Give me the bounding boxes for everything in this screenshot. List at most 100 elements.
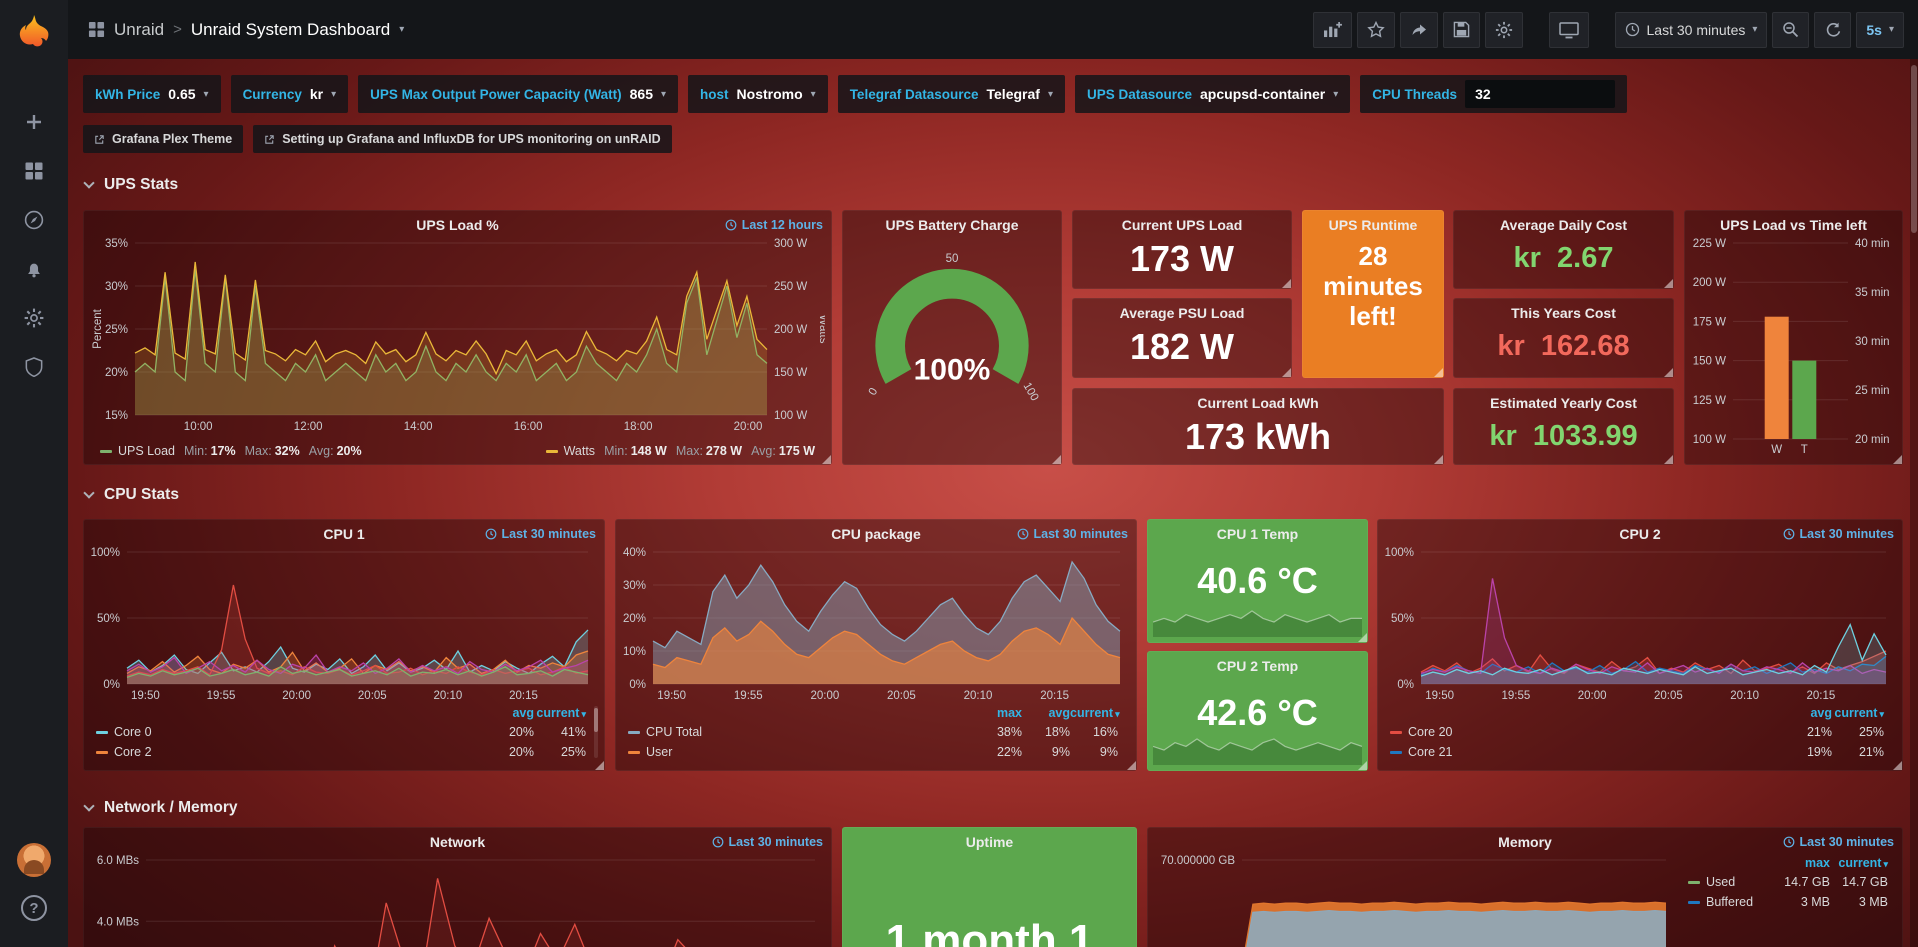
dashboard-grid-icon[interactable] <box>88 21 105 38</box>
help-menu[interactable]: ? <box>21 895 47 921</box>
panel-resize-handle[interactable] <box>1358 633 1367 642</box>
variable-kwh-price[interactable]: kWh Price 0.65 ▾ <box>83 75 221 113</box>
legend-sort-max[interactable]: max <box>996 706 1022 720</box>
section-ups-stats[interactable]: UPS Stats <box>83 173 178 197</box>
panel-resize-handle[interactable] <box>1358 761 1367 770</box>
panel-resize-handle[interactable] <box>1052 455 1061 464</box>
panel-title[interactable]: Current Load kWh <box>1197 395 1319 411</box>
svg-text:300 W: 300 W <box>774 238 807 250</box>
dashboard-settings-button[interactable] <box>1484 11 1523 48</box>
legend-sort-max[interactable]: max <box>1804 856 1830 870</box>
admin-menu[interactable] <box>22 356 46 378</box>
time-range-picker[interactable]: Last 30 minutes ▾ <box>1614 11 1768 48</box>
panel-title[interactable]: UPS Load % <box>416 217 499 233</box>
tv-mode-button[interactable] <box>1548 11 1589 48</box>
panel-title[interactable]: Estimated Yearly Cost <box>1490 395 1637 411</box>
variable-currency[interactable]: Currency kr ▾ <box>230 75 349 113</box>
scrollbar-thumb[interactable] <box>1911 65 1917 233</box>
legend-row[interactable]: CPU Total 38% 18% 16% <box>628 722 1118 742</box>
zoom-out-button[interactable] <box>1772 11 1810 48</box>
panel-title[interactable]: UPS Battery Charge <box>885 217 1019 233</box>
panel-resize-handle[interactable] <box>1893 761 1902 770</box>
grafana-logo[interactable] <box>15 11 53 49</box>
create-menu[interactable] <box>22 111 46 133</box>
legend-row[interactable]: User 22% 9% 9% <box>628 742 1118 762</box>
share-button[interactable] <box>1399 11 1438 48</box>
panel-title[interactable]: CPU 1 Temp <box>1216 526 1299 542</box>
panel-title[interactable]: CPU package <box>831 526 921 542</box>
legend-row[interactable]: Core 21 19% 21% <box>1390 742 1884 762</box>
dashboard-link[interactable]: Setting up Grafana and InfluxDB for UPS … <box>253 125 672 153</box>
legend-sort-avg[interactable]: avg <box>1048 706 1070 720</box>
panel-time-range[interactable]: Last 30 minutes <box>1017 527 1128 541</box>
panel-time-range[interactable]: Last 30 minutes <box>1783 835 1894 849</box>
refresh-interval-select[interactable]: 5s ▾ <box>1856 11 1904 48</box>
panel-resize-handle[interactable] <box>1434 455 1443 464</box>
variable-input[interactable]: 32 <box>1465 80 1616 108</box>
dashboard-link[interactable]: Grafana Plex Theme <box>83 125 244 153</box>
legend-row[interactable]: Core 20 21% 25% <box>1390 722 1884 742</box>
panel-time-range[interactable]: Last 30 minutes <box>1783 527 1894 541</box>
legend-sort-current[interactable]: current ▾ <box>1838 856 1888 870</box>
panel-resize-handle[interactable] <box>1893 455 1902 464</box>
variable-host[interactable]: host Nostromo ▾ <box>688 75 828 113</box>
legend-sort-current[interactable]: current ▾ <box>536 706 586 720</box>
add-panel-button[interactable] <box>1312 11 1352 48</box>
panel-title[interactable]: Current UPS Load <box>1121 217 1243 233</box>
panel-title[interactable]: Uptime <box>965 834 1014 850</box>
panel-title[interactable]: This Years Cost <box>1511 305 1616 321</box>
panel-resize-handle[interactable] <box>1664 279 1673 288</box>
legend-sort-current[interactable]: current ▾ <box>1834 706 1884 720</box>
legend-row[interactable]: Core 2 20% 25% <box>96 742 586 762</box>
panel-title[interactable]: Average PSU Load <box>1119 305 1245 321</box>
explore-menu[interactable] <box>22 209 46 231</box>
panel-title[interactable]: UPS Load vs Time left <box>1720 217 1867 233</box>
panel-time-range[interactable]: Last 30 minutes <box>485 527 596 541</box>
legend-sort-current[interactable]: current ▾ <box>1070 706 1120 720</box>
star-button[interactable] <box>1356 11 1395 48</box>
save-button[interactable] <box>1442 11 1480 48</box>
panel-time-range[interactable]: Last 12 hours <box>725 218 823 232</box>
panel-resize-handle[interactable] <box>1664 368 1673 377</box>
panel-title[interactable]: Network <box>429 834 486 850</box>
page-scrollbar[interactable] <box>1910 59 1918 947</box>
panel-time-range[interactable]: Last 30 minutes <box>712 835 823 849</box>
panel-title[interactable]: CPU 1 <box>323 526 365 542</box>
legend-sort-avg[interactable]: avg <box>512 706 534 720</box>
legend-row[interactable]: Used 14.7 GB 14.7 GB <box>1688 872 1888 892</box>
panel-title[interactable]: UPS Runtime <box>1328 217 1418 233</box>
variable-ups-datasource[interactable]: UPS Datasource apcupsd-container ▾ <box>1074 75 1351 113</box>
panel-resize-handle[interactable] <box>1664 455 1673 464</box>
refresh-button[interactable] <box>1814 11 1852 48</box>
breadcrumb-title[interactable]: Unraid System Dashboard <box>190 19 391 39</box>
panel-resize-handle[interactable] <box>1434 368 1443 377</box>
cpu2-temp-sparkline <box>1152 735 1363 765</box>
legend-item[interactable]: UPS Load Min: 17% Max: 32% Avg: 20% <box>100 444 362 458</box>
variable-cpu-threads[interactable]: CPU Threads 32 <box>1360 75 1628 113</box>
panel-title[interactable]: CPU 2 Temp <box>1216 658 1299 674</box>
dashboards-menu[interactable] <box>22 160 46 182</box>
legend-row[interactable]: Core 0 20% 41% <box>96 722 586 742</box>
section-network-memory[interactable]: Network / Memory <box>83 796 238 820</box>
panel-title[interactable]: CPU 2 <box>1619 526 1661 542</box>
legend-sort-avg[interactable]: avg <box>1810 706 1832 720</box>
panel-resize-handle[interactable] <box>1282 368 1291 377</box>
user-avatar[interactable] <box>17 843 51 877</box>
legend-scrollbar[interactable] <box>594 706 598 758</box>
section-cpu-stats[interactable]: CPU Stats <box>83 483 179 507</box>
panel-resize-handle[interactable] <box>822 455 831 464</box>
panel-title[interactable]: Memory <box>1498 834 1552 850</box>
cpu2-chart: 100% 50% 0% 19:50 19:55 20:00 20:05 20:10 20:15 <box>1384 544 1896 704</box>
variable-ups-max-output-power-capacity-watt-[interactable]: UPS Max Output Power Capacity (Watt) 865 ▾ <box>358 75 679 113</box>
variable-telegraf-datasource[interactable]: Telegraf Datasource Telegraf ▾ <box>837 75 1065 113</box>
variable-label: kWh Price <box>95 86 161 102</box>
configuration-menu[interactable] <box>22 307 46 329</box>
alerting-menu[interactable] <box>22 258 46 280</box>
breadcrumb-folder[interactable]: Unraid <box>114 19 165 39</box>
panel-resize-handle[interactable] <box>1282 279 1291 288</box>
legend-item[interactable]: Watts Min: 148 W Max: 278 W Avg: 175 W <box>545 444 815 458</box>
panel-resize-handle[interactable] <box>595 761 604 770</box>
panel-resize-handle[interactable] <box>1127 761 1136 770</box>
legend-row[interactable]: Buffered 3 MB 3 MB <box>1688 892 1888 912</box>
panel-title[interactable]: Average Daily Cost <box>1499 217 1628 233</box>
